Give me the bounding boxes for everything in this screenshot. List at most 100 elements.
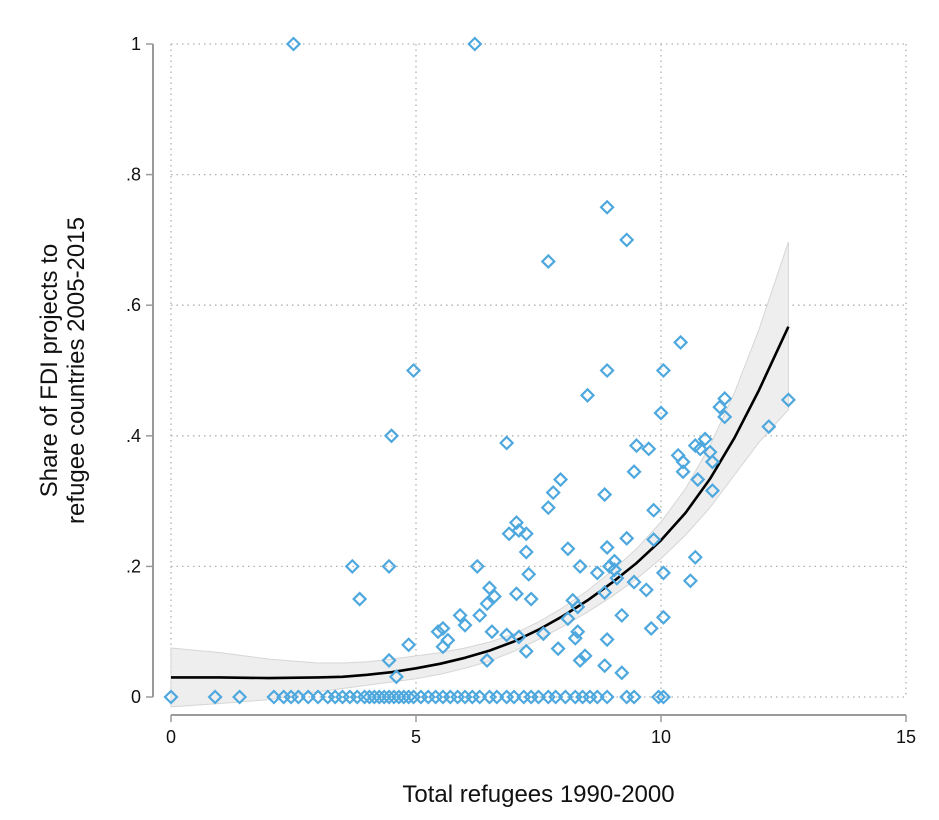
data-point-57 <box>682 573 698 589</box>
data-point-4 <box>540 253 556 270</box>
y-tick-label-2: .4 <box>126 426 141 446</box>
data-point-13 <box>653 405 669 421</box>
data-point-68 <box>570 599 586 615</box>
data-point-79 <box>570 624 586 640</box>
data-point-99 <box>232 689 248 705</box>
data-point-118 <box>391 689 407 705</box>
data-point-116 <box>381 689 397 705</box>
data-point-33 <box>597 487 613 503</box>
data-point-115 <box>376 689 392 705</box>
data-point-22 <box>641 441 657 457</box>
data-point-15 <box>761 419 777 435</box>
data-point-87 <box>435 639 451 655</box>
data-point-39 <box>518 526 534 542</box>
data-point-12 <box>712 399 728 415</box>
data-point-83 <box>567 630 583 646</box>
data-point-144 <box>589 689 605 705</box>
x-tick-label-1: 5 <box>411 727 421 747</box>
data-point-119 <box>396 689 412 705</box>
data-point-62 <box>508 586 525 602</box>
data-point-112 <box>361 689 378 705</box>
data-point-132 <box>489 689 505 705</box>
data-point-93 <box>479 652 495 668</box>
data-point-19 <box>628 438 645 454</box>
data-point-41 <box>646 532 662 548</box>
data-point-10 <box>780 392 796 408</box>
data-point-48 <box>344 558 360 574</box>
data-point-111 <box>356 689 373 705</box>
data-point-36 <box>508 515 525 531</box>
data-point-40 <box>619 530 635 546</box>
data-point-16 <box>383 428 400 444</box>
y-axis-title-line-1: Share of FDI projects to <box>36 244 63 497</box>
data-point-97 <box>163 689 179 705</box>
data-point-75 <box>643 620 659 636</box>
data-point-139 <box>548 689 564 705</box>
data-point-95 <box>614 665 630 681</box>
data-point-38 <box>501 526 517 542</box>
data-point-92 <box>381 652 397 668</box>
data-point-89 <box>518 643 534 659</box>
data-point-148 <box>650 689 667 705</box>
data-point-81 <box>499 627 515 643</box>
fitted-line <box>171 326 790 680</box>
data-point-43 <box>560 541 576 557</box>
data-point-82 <box>511 629 527 645</box>
data-point-45 <box>687 549 703 565</box>
data-point-117 <box>386 689 402 705</box>
data-point-88 <box>550 641 566 657</box>
data-point-104 <box>300 689 316 705</box>
x-tick-label-2: 10 <box>651 727 671 747</box>
data-point-44 <box>518 544 534 560</box>
data-point-147 <box>626 689 642 705</box>
data-point-84 <box>599 631 615 648</box>
data-point-74 <box>457 617 473 633</box>
data-point-96 <box>388 669 404 685</box>
data-point-25 <box>675 454 691 470</box>
data-point-114 <box>371 689 387 705</box>
data-point-1 <box>467 36 483 52</box>
data-point-60 <box>638 582 654 598</box>
data-point-94 <box>597 658 613 674</box>
data-point-14 <box>717 409 733 425</box>
data-point-17 <box>697 431 713 447</box>
data-point-56 <box>609 570 625 586</box>
data-point-105 <box>310 689 326 705</box>
data-point-91 <box>572 652 588 668</box>
data-point-70 <box>472 607 488 623</box>
data-point-113 <box>366 689 382 705</box>
data-point-61 <box>597 584 613 601</box>
y-tick-label-5: 1 <box>131 34 141 54</box>
x-tick-label-3: 15 <box>896 727 916 747</box>
data-point-100 <box>266 689 282 705</box>
y-tick-label-1: .2 <box>126 556 141 576</box>
data-point-71 <box>614 607 630 623</box>
data-point-34 <box>540 500 556 516</box>
data-point-58 <box>626 574 642 590</box>
data-point-50 <box>469 558 485 574</box>
data-point-72 <box>655 609 672 625</box>
data-point-42 <box>599 539 615 556</box>
data-point-64 <box>352 591 368 607</box>
y-axis-title-line-2: refugee countries 2005-2015 <box>63 217 90 524</box>
data-point-5 <box>673 334 689 350</box>
fit-line-path <box>171 326 790 680</box>
data-point-30 <box>552 471 569 488</box>
data-point-73 <box>560 611 576 627</box>
data-point-27 <box>675 464 691 480</box>
axes: 0.2.4.6.810 5 10 15 <box>126 34 916 747</box>
data-point-69 <box>452 607 468 623</box>
data-point-2 <box>599 199 615 215</box>
data-point-78 <box>484 624 500 640</box>
data-point-80 <box>535 626 551 642</box>
data-point-28 <box>626 464 642 480</box>
data-point-7 <box>599 362 615 379</box>
data-point-63 <box>486 588 502 604</box>
data-point-0 <box>285 36 302 52</box>
data-point-149 <box>655 689 672 705</box>
data-point-145 <box>599 689 615 705</box>
data-point-3 <box>619 232 635 248</box>
data-point-29 <box>690 471 706 488</box>
data-point-103 <box>290 689 306 705</box>
